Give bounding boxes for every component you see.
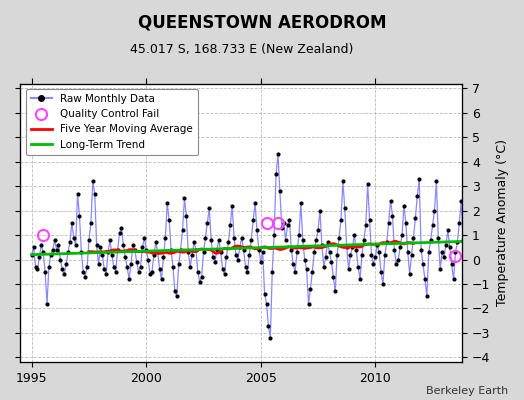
Y-axis label: Temperature Anomaly (°C): Temperature Anomaly (°C) <box>496 140 509 306</box>
Text: QUEENSTOWN AERODROM: QUEENSTOWN AERODROM <box>138 14 386 32</box>
Legend: Raw Monthly Data, Quality Control Fail, Five Year Moving Average, Long-Term Tren: Raw Monthly Data, Quality Control Fail, … <box>26 89 198 155</box>
Title: 45.017 S, 168.733 E (New Zealand): 45.017 S, 168.733 E (New Zealand) <box>129 43 353 56</box>
Text: Berkeley Earth: Berkeley Earth <box>426 386 508 396</box>
